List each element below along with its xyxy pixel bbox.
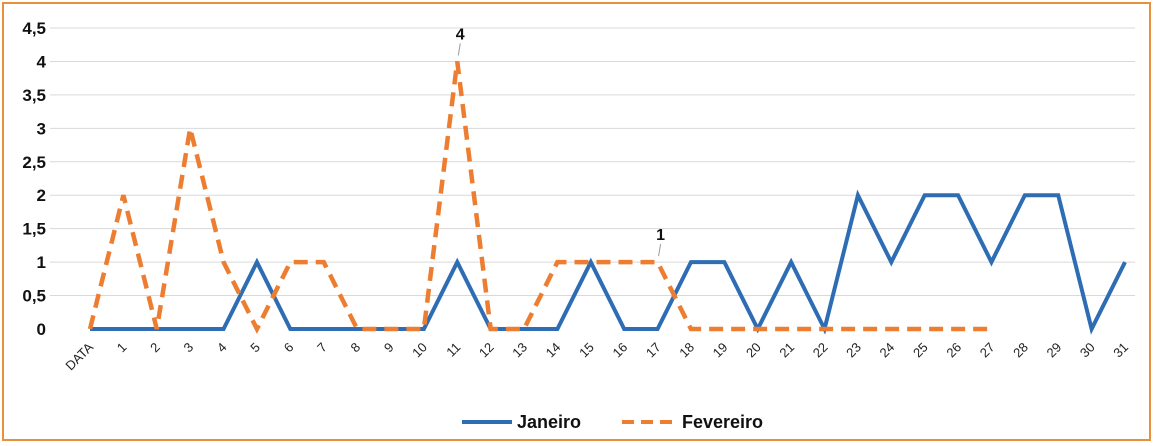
y-tick-label: 1 <box>37 253 46 272</box>
chart-frame <box>2 2 1151 441</box>
x-tick-label: 16 <box>609 340 630 361</box>
y-tick-label: 2 <box>37 186 46 205</box>
series-group <box>87 61 1127 335</box>
y-tick-label: 1,5 <box>22 220 46 239</box>
x-tick-label: 29 <box>1044 340 1065 361</box>
x-tick-label: 13 <box>509 340 530 361</box>
y-tick-label: 3 <box>37 119 46 138</box>
x-tick-label: 8 <box>347 340 363 356</box>
x-tick-label: 27 <box>977 340 998 361</box>
y-tick-label: 3,5 <box>22 86 46 105</box>
x-tick-label: 19 <box>710 340 731 361</box>
x-tick-label: 10 <box>409 340 430 361</box>
x-tick-label: 23 <box>843 340 864 361</box>
y-tick-label: 4 <box>37 52 47 71</box>
x-tick-label: 21 <box>776 340 797 361</box>
data-label: 1 <box>656 227 665 244</box>
y-tick-label: 4,5 <box>22 19 46 38</box>
y-tick-label: 0,5 <box>22 287 46 306</box>
x-tick-label: 2 <box>147 340 163 356</box>
x-tick-label: 9 <box>381 340 397 356</box>
x-axis-ticks: DATA 1 2 3 4 5 6 7 8 9 10 11 12 13 14 15 16 17 18 19 20 21 22 2… <box>62 339 1131 373</box>
x-tick-label: 15 <box>576 340 597 361</box>
y-tick-label: 0 <box>37 320 46 339</box>
x-tick-label: 24 <box>877 340 898 361</box>
x-tick-label: 11 <box>443 340 463 360</box>
x-tick-label: 3 <box>181 340 197 356</box>
x-tick-label: 14 <box>543 340 564 361</box>
x-tick-label: 17 <box>643 340 664 361</box>
x-tick-label: 18 <box>676 340 697 361</box>
series-line-janeiro <box>90 189 1127 335</box>
gridlines <box>50 27 1135 297</box>
series-line-fevereiro <box>87 61 992 335</box>
x-tick-label: 12 <box>476 340 497 361</box>
x-tick-label: 28 <box>1010 340 1031 361</box>
x-tick-label: 31 <box>1110 340 1131 361</box>
legend-label-janeiro: Janeiro <box>517 412 581 432</box>
data-label: 4 <box>456 26 465 43</box>
x-tick-label: 7 <box>314 340 330 356</box>
legend-label-fevereiro: Fevereiro <box>682 412 763 432</box>
x-tick-label: 1 <box>114 340 130 356</box>
data-label-leader <box>457 43 461 56</box>
x-tick-label: 30 <box>1077 340 1098 361</box>
x-tick-label: 25 <box>910 340 931 361</box>
x-tick-label: 5 <box>247 340 263 356</box>
x-tick-label: 22 <box>810 340 831 361</box>
data-labels: 41 <box>456 26 665 257</box>
y-tick-label: 2,5 <box>22 153 46 172</box>
x-tick-label: 26 <box>943 340 964 361</box>
data-label-leader <box>658 244 662 257</box>
y-axis-ticks: 0 0,5 1 1,5 2 2,5 3 3,5 4 4,5 <box>22 19 46 339</box>
x-tick-label: 4 <box>214 340 230 356</box>
x-tick-label: 6 <box>281 340 297 356</box>
x-tick-label: 20 <box>743 340 764 361</box>
legend: Janeiro Fevereiro <box>462 412 763 432</box>
x-tick-label: DATA <box>62 339 96 373</box>
